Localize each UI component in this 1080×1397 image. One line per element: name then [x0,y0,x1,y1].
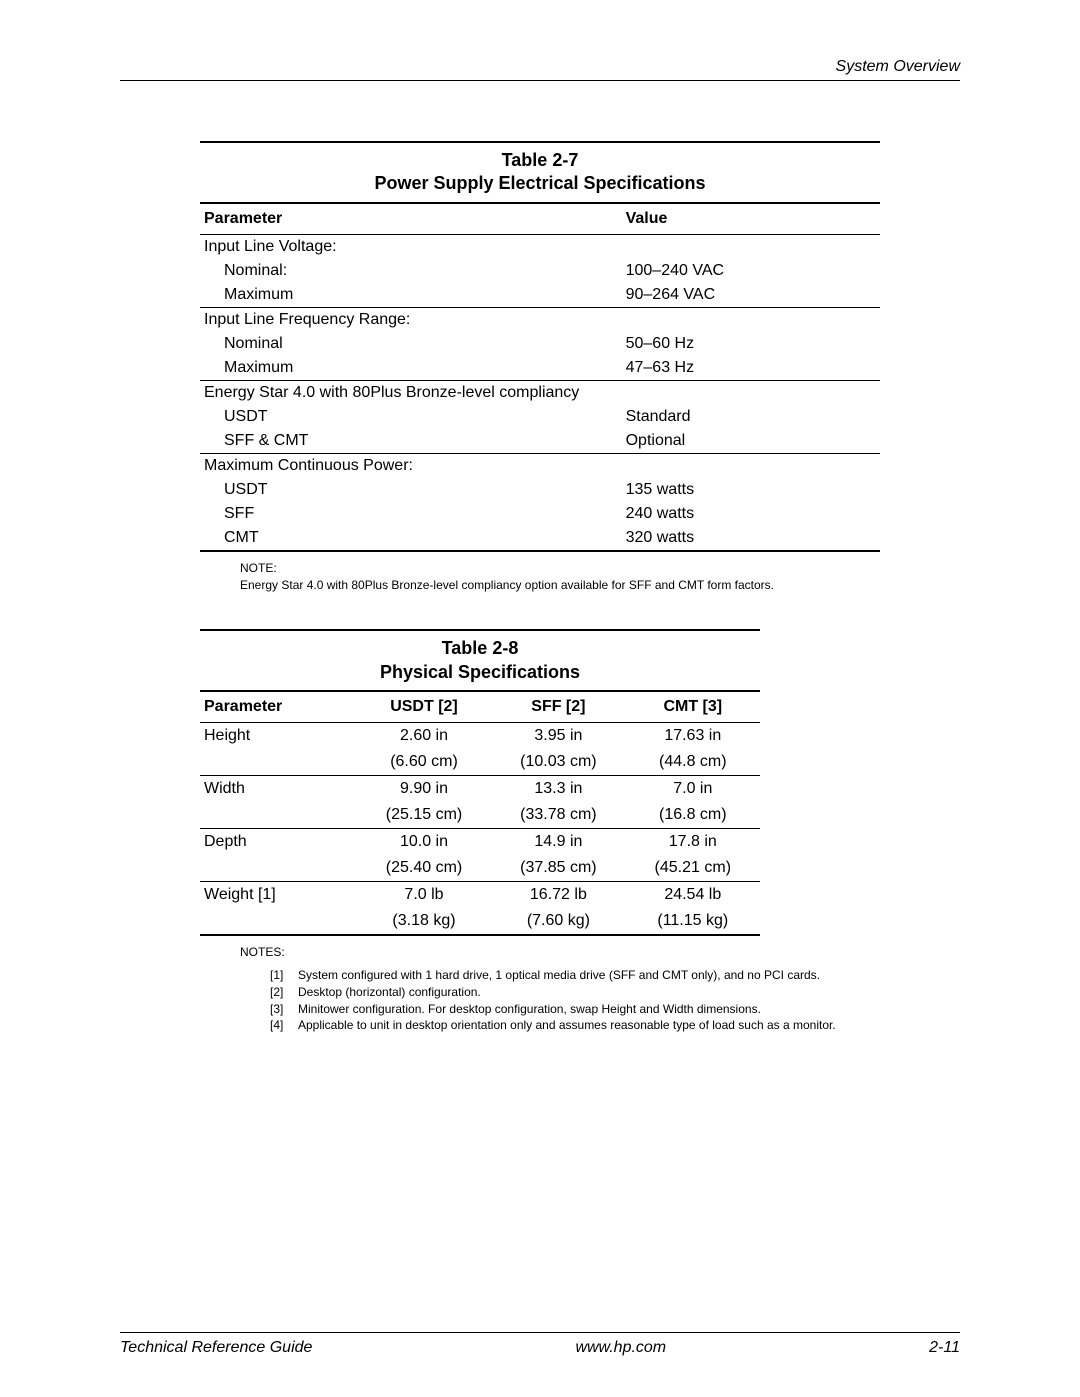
phys-cmt-metric: (44.8 cm) [626,749,760,776]
cell-empty [622,307,880,332]
footer-right: 2-11 [929,1339,960,1357]
phys-sff-metric: (33.78 cm) [491,802,625,829]
param-label: SFF [200,502,622,526]
param-value: 240 watts [622,502,880,526]
param-label: CMT [200,526,622,551]
phys-cmt: 7.0 in [626,776,760,803]
phys-col-usdt: USDT [2] [357,691,491,723]
phys-sff: 13.3 in [491,776,625,803]
notes-heading: NOTES: [240,944,880,961]
phys-usdt-metric: (25.15 cm) [357,802,491,829]
cell-empty [622,380,880,405]
notes-list: [1]System configured with 1 hard drive, … [270,967,880,1034]
phys-param: Depth [200,829,357,856]
note-item: [2]Desktop (horizontal) configuration. [270,984,880,1001]
note-number: [2] [270,984,298,1001]
phys-param: Width [200,776,357,803]
phys-param-blank [200,855,357,882]
phys-usdt-metric: (3.18 kg) [357,908,491,935]
power-supply-table: Parameter Value Input Line Voltage:Nomin… [200,202,880,552]
note-text: Minitower configuration. For desktop con… [298,1001,761,1018]
phys-cmt: 17.63 in [626,723,760,750]
cell-empty [622,453,880,478]
page: System Overview Table 2-7 Power Supply E… [0,0,1080,1397]
phys-param-blank [200,802,357,829]
param-value: 90–264 VAC [622,283,880,308]
note-heading: NOTE: [240,560,880,577]
phys-sff: 16.72 lb [491,882,625,909]
param-value: 320 watts [622,526,880,551]
param-label: Nominal [200,332,622,356]
param-value: 135 watts [622,478,880,502]
note-text: System configured with 1 hard drive, 1 o… [298,967,820,984]
param-value: Optional [622,429,880,454]
param-label: SFF & CMT [200,429,622,454]
param-label: USDT [200,478,622,502]
cell-empty [622,234,880,259]
phys-col-parameter: Parameter [200,691,357,723]
note-number: [1] [270,967,298,984]
param-label: Maximum [200,356,622,381]
param-group-title: Input Line Frequency Range: [200,307,622,332]
param-value: 50–60 Hz [622,332,880,356]
table-2-7-note: NOTE: Energy Star 4.0 with 80Plus Bronze… [240,560,880,594]
param-group-title: Maximum Continuous Power: [200,453,622,478]
phys-usdt-metric: (25.40 cm) [357,855,491,882]
phys-usdt-metric: (6.60 cm) [357,749,491,776]
table-2-7-caption: Table 2-7 Power Supply Electrical Specif… [200,141,880,202]
phys-param: Weight [1] [200,882,357,909]
note-number: [4] [270,1017,298,1034]
table-2-8-block: Table 2-8 Physical Specifications Parame… [200,629,880,1034]
note-item: [4]Applicable to unit in desktop orienta… [270,1017,880,1034]
col-value: Value [622,203,880,235]
param-group-title: Energy Star 4.0 with 80Plus Bronze-level… [200,380,622,405]
note-text: Applicable to unit in desktop orientatio… [298,1017,836,1034]
phys-param: Height [200,723,357,750]
phys-cmt: 24.54 lb [626,882,760,909]
table-2-8-notes: NOTES: [1]System configured with 1 hard … [240,944,880,1034]
footer-left: Technical Reference Guide [120,1339,312,1357]
phys-usdt: 2.60 in [357,723,491,750]
page-footer: Technical Reference Guide www.hp.com 2-1… [120,1332,960,1357]
param-value: 47–63 Hz [622,356,880,381]
phys-cmt-metric: (16.8 cm) [626,802,760,829]
phys-cmt-metric: (45.21 cm) [626,855,760,882]
phys-param-blank [200,908,357,935]
note-item: [1]System configured with 1 hard drive, … [270,967,880,984]
phys-col-sff: SFF [2] [491,691,625,723]
phys-usdt: 10.0 in [357,829,491,856]
table-2-8-number: Table 2-8 [200,637,760,660]
note-text: Energy Star 4.0 with 80Plus Bronze-level… [240,577,880,594]
table-2-7-number: Table 2-7 [200,149,880,172]
phys-sff: 3.95 in [491,723,625,750]
phys-col-cmt: CMT [3] [626,691,760,723]
param-label: Nominal: [200,259,622,283]
phys-sff: 14.9 in [491,829,625,856]
phys-usdt: 7.0 lb [357,882,491,909]
footer-center: www.hp.com [575,1339,666,1357]
note-item: [3]Minitower configuration. For desktop … [270,1001,880,1018]
note-number: [3] [270,1001,298,1018]
header-section-title: System Overview [836,58,960,75]
table-2-7-title: Power Supply Electrical Specifications [200,172,880,195]
page-header: System Overview [120,58,960,81]
phys-sff-metric: (37.85 cm) [491,855,625,882]
phys-cmt-metric: (11.15 kg) [626,908,760,935]
param-value: Standard [622,405,880,429]
col-parameter: Parameter [200,203,622,235]
table-2-7-block: Table 2-7 Power Supply Electrical Specif… [200,141,880,593]
phys-usdt: 9.90 in [357,776,491,803]
param-label: Maximum [200,283,622,308]
table-2-8-caption: Table 2-8 Physical Specifications [200,629,760,690]
param-group-title: Input Line Voltage: [200,234,622,259]
phys-cmt: 17.8 in [626,829,760,856]
phys-sff-metric: (10.03 cm) [491,749,625,776]
phys-sff-metric: (7.60 kg) [491,908,625,935]
table-2-8-title: Physical Specifications [200,661,760,684]
param-label: USDT [200,405,622,429]
note-text: Desktop (horizontal) configuration. [298,984,481,1001]
phys-param-blank [200,749,357,776]
physical-spec-table: Parameter USDT [2] SFF [2] CMT [3] Heigh… [200,690,760,936]
param-value: 100–240 VAC [622,259,880,283]
